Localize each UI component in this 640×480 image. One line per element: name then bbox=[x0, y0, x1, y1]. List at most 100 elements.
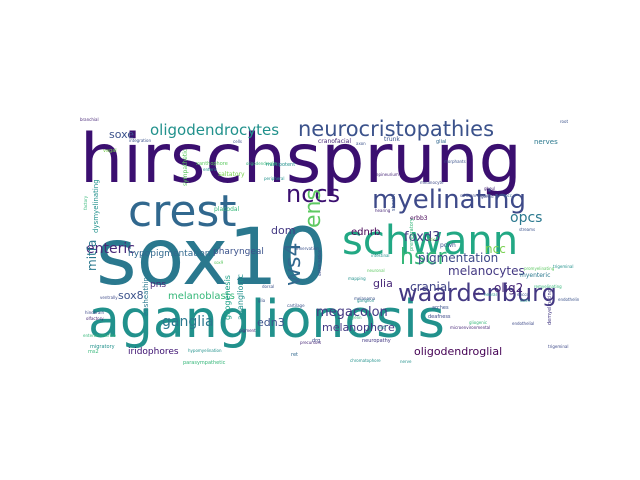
word-hscr: hscr bbox=[400, 245, 448, 270]
word-precursors: precursors bbox=[300, 340, 321, 345]
word-ms2: ms2 bbox=[88, 349, 99, 355]
word-gonad: gonad bbox=[481, 194, 494, 199]
word-drg: drg bbox=[312, 338, 320, 344]
word-enteric: enteric bbox=[86, 241, 135, 257]
word-branchial: branchial bbox=[80, 117, 99, 122]
word-pcwh: pcwh bbox=[440, 242, 456, 249]
word-oligodendroglia: oligodendroglia bbox=[246, 161, 277, 166]
word-microenvironmental: microenvironmental bbox=[450, 325, 490, 330]
word-schwann: schwann bbox=[342, 218, 518, 264]
word-cranial: cranial bbox=[410, 280, 451, 294]
word-ret: ret bbox=[291, 352, 298, 358]
word-hypopigmentation: hypopigmentation bbox=[128, 249, 210, 259]
word-neurocristopathies: neurocristopathies bbox=[298, 117, 494, 141]
word-myelin: myelin bbox=[348, 315, 362, 320]
word-integration: integration bbox=[129, 138, 151, 143]
word-sox10: sox10 bbox=[96, 213, 327, 303]
word-root: root bbox=[560, 119, 568, 124]
word-otic: otic bbox=[428, 237, 435, 242]
word-delamination: delamination bbox=[317, 249, 322, 276]
word-hypomyelination: hypomyelination bbox=[188, 348, 222, 353]
word-intestinal: intestinal bbox=[371, 253, 390, 258]
word-cells: cells bbox=[233, 139, 242, 144]
word-enteroendocrine: enteroendocrine bbox=[83, 333, 117, 338]
word-melanophore: melanophore bbox=[322, 321, 395, 334]
word-mapping: mapping bbox=[348, 276, 366, 281]
word-ensheathing: ensheathing bbox=[142, 273, 150, 316]
word-dom: dom bbox=[271, 224, 295, 237]
word-aganglionic: aganglionic bbox=[236, 274, 245, 320]
word-neuropathy: neuropathy bbox=[362, 338, 391, 344]
word-arches: arches bbox=[432, 305, 449, 311]
word-trigeminal: trigeminal bbox=[548, 344, 568, 349]
word-nccs: nccs bbox=[286, 180, 340, 208]
word-sox9: sox9 bbox=[214, 260, 224, 265]
word-oligodendroglial: oligodendroglial bbox=[414, 345, 502, 358]
word-neuronal: neuronal bbox=[367, 268, 385, 273]
word-glia: glia bbox=[258, 298, 266, 303]
word-ganglia: ganglia bbox=[162, 314, 214, 330]
word-gliogenic: gliogenic bbox=[469, 320, 487, 325]
word-mitf: mitf bbox=[378, 325, 387, 330]
word-waardenburg: waardenburg bbox=[398, 279, 557, 307]
word-deafness: deafness bbox=[428, 314, 451, 320]
word-pharyngeal: pharyngeal bbox=[213, 247, 264, 257]
word-axon: axon bbox=[356, 141, 366, 146]
word-multipotent: multipotent bbox=[266, 162, 295, 168]
word-ednrb: ednrb bbox=[351, 227, 380, 238]
word-olig2: olig2 bbox=[494, 281, 523, 295]
word-promyelinating: promyelinating bbox=[524, 266, 555, 271]
word-myelinating: myelinating bbox=[372, 185, 526, 215]
word-trunk: trunk bbox=[384, 136, 400, 143]
word-crest: crest bbox=[128, 186, 237, 237]
word-melanocyte: melanocyte bbox=[420, 180, 444, 185]
word-erbb3: erbb3 bbox=[410, 215, 428, 222]
word-dysmyelinating: dysmyelinating bbox=[92, 179, 100, 233]
word-trigeminal: trigeminal bbox=[553, 264, 573, 269]
word-streams: streams bbox=[519, 227, 535, 232]
word-ws4: ws4 bbox=[281, 243, 306, 286]
word-placodal: placodal bbox=[214, 206, 240, 213]
word-melanocytes: melanocytes bbox=[448, 264, 525, 278]
word-enccs: enccs bbox=[517, 292, 528, 297]
word-endothelial: endothelial bbox=[512, 321, 534, 326]
word-pigment: pigment bbox=[239, 328, 256, 333]
word-neural: neural bbox=[484, 292, 497, 297]
word-mitfa: mitfa bbox=[85, 240, 99, 271]
word-ncc: ncc bbox=[505, 193, 512, 198]
word-edn3: edn3 bbox=[257, 316, 285, 329]
word-schwannomas: schwannomas bbox=[460, 193, 489, 198]
word-cranofacial: cranofacial bbox=[318, 138, 351, 145]
word-foxd3: foxd3 bbox=[404, 230, 440, 245]
word-dorsal: dorsal bbox=[262, 284, 274, 289]
word-epineurium: epineurium bbox=[376, 172, 399, 177]
word-olfactory: olfactory bbox=[86, 316, 104, 321]
word-demyelinating: demyelinating bbox=[547, 289, 553, 325]
word-pns: pns bbox=[150, 280, 166, 290]
word-soxe: soxe bbox=[109, 128, 134, 141]
word-innervation: innervation bbox=[296, 246, 319, 251]
word-factory: factory bbox=[83, 195, 88, 210]
word-parasympathetic: parasympathetic bbox=[183, 360, 226, 366]
word-enteric: enteric bbox=[203, 167, 217, 172]
word-gut: gut bbox=[473, 291, 480, 296]
word-saltatory: saltatory bbox=[218, 171, 245, 178]
word-aganglionosis: aganglionosis bbox=[88, 290, 445, 350]
word-cartilage: cartilage bbox=[287, 303, 305, 308]
word-glial: glial bbox=[436, 139, 446, 145]
word-stem: stem bbox=[520, 298, 530, 303]
word-hirschsprung: hirschsprung bbox=[80, 120, 522, 199]
word-ganglion: ganglion bbox=[357, 298, 375, 303]
word-chromatophore: chromatophore bbox=[350, 358, 381, 363]
word-myenteric: myenteric bbox=[520, 272, 550, 279]
word-ens: ens bbox=[301, 189, 326, 228]
word-ghoul: ghoul bbox=[484, 186, 495, 191]
word-ventrally: ventrally bbox=[100, 295, 118, 300]
word-peripheral: peripheral bbox=[264, 176, 285, 181]
word-hearing: hearing bbox=[375, 208, 391, 213]
word-pigmentation: pigmentation bbox=[418, 251, 498, 265]
word-iridophores: iridophores bbox=[128, 347, 179, 357]
word-endothelin: endothelin bbox=[558, 297, 580, 302]
